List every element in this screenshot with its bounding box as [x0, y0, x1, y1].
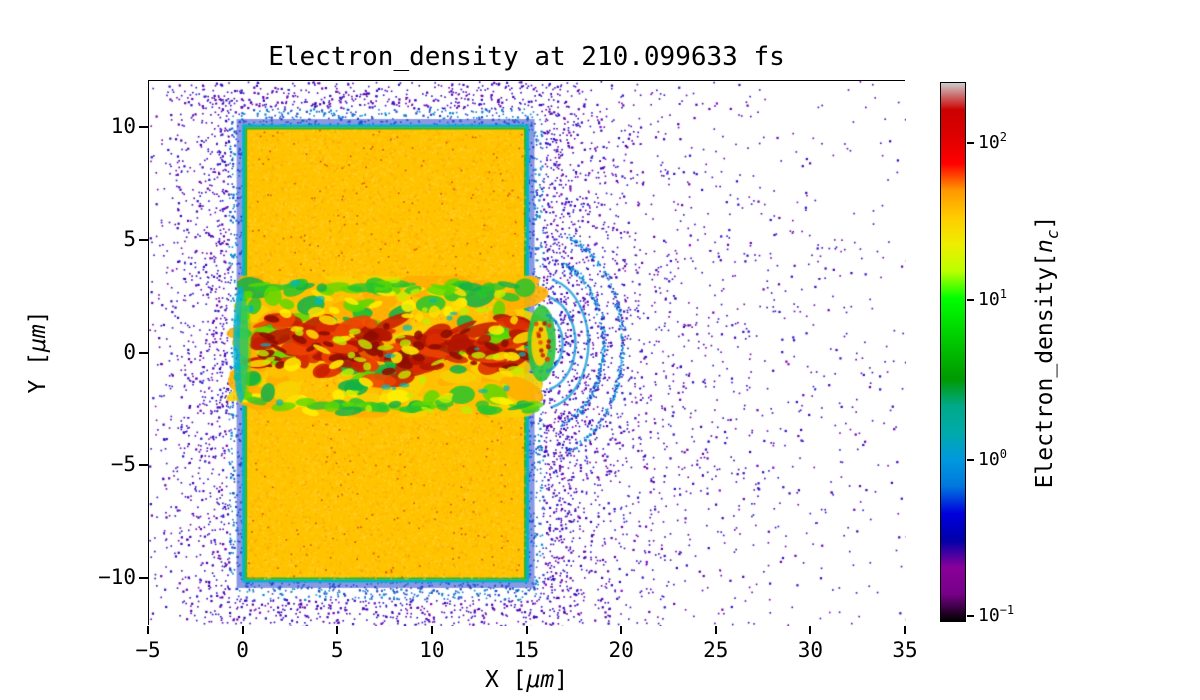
colorbar-tick-base: 10: [978, 132, 1000, 154]
y-tick-mark: [139, 238, 148, 241]
y-tick-label: −5: [110, 452, 136, 477]
x-tick-label: 0: [236, 638, 249, 662]
x-label-prefix: X [: [484, 667, 527, 693]
colorbar-tick-exponent: 2: [999, 130, 1007, 145]
x-tick-mark: [714, 626, 717, 634]
colorbar-tick-label: 101: [978, 287, 1007, 310]
colorbar-tick-exponent: 1: [999, 287, 1007, 302]
x-tick-mark: [336, 626, 339, 634]
x-tick-mark: [241, 626, 244, 634]
x-label-suffix: ]: [554, 667, 569, 693]
x-tick-label: 5: [330, 638, 344, 662]
y-tick-label: 5: [123, 226, 136, 251]
y-tick-mark: [139, 126, 148, 129]
x-tick-mark: [430, 626, 433, 634]
y-label-suffix: ]: [25, 310, 51, 325]
x-tick-label: 25: [703, 638, 729, 662]
x-tick-mark: [904, 626, 906, 634]
colorbar-tick-mark: [967, 614, 974, 617]
colorbar-tick-mark: [967, 459, 974, 461]
colorbar-tick-base: 10: [978, 289, 1000, 311]
x-tick-mark: [809, 626, 812, 634]
colorbar: [940, 82, 966, 622]
y-tick-label: 0: [123, 339, 136, 364]
y-tick-mark: [139, 464, 148, 467]
colorbar-tick-base: 10: [978, 604, 1000, 626]
x-tick-label: 30: [797, 638, 824, 662]
x-tick-label: −5: [135, 638, 161, 662]
x-tick-label: 15: [513, 638, 540, 662]
x-tick-mark: [525, 626, 528, 634]
nc-subscript: c: [1042, 229, 1062, 240]
colorbar-tick-base: 10: [978, 449, 1000, 470]
colorbar-label: Electron_density[nc]: [1032, 216, 1062, 489]
colorbar-tick-label: 102: [978, 130, 1007, 153]
x-label-unit: μm: [526, 667, 555, 693]
chart-title: Electron_density at 210.099633 fs: [268, 42, 785, 72]
x-tick-label: 20: [608, 638, 634, 662]
colorbar-tick-mark: [967, 142, 974, 145]
y-tick-label: 10: [110, 114, 136, 139]
y-tick-label: −10: [98, 564, 136, 589]
heatmap-canvas: [149, 81, 906, 626]
colorbar-label-prefix: Electron_density[: [1032, 253, 1059, 489]
colorbar-tick-mark: [967, 299, 974, 302]
colorbar-label-suffix: ]: [1032, 215, 1059, 230]
colorbar-tick-label: 10−1: [978, 603, 1014, 626]
x-tick-mark: [147, 626, 149, 634]
colorbar-tick-exponent: −1: [999, 602, 1015, 617]
nc-symbol: n: [1032, 239, 1059, 254]
y-tick-mark: [139, 351, 148, 354]
x-axis-label: X [μm]: [148, 667, 905, 693]
colorbar-tick-label: 100: [978, 447, 1007, 470]
x-tick-label: 10: [419, 638, 445, 662]
plot-area: [148, 80, 906, 626]
colorbar-tick-exponent: 0: [999, 447, 1007, 461]
x-tick-label: 35: [892, 638, 918, 662]
y-tick-mark: [139, 576, 148, 579]
x-tick-mark: [620, 626, 623, 634]
